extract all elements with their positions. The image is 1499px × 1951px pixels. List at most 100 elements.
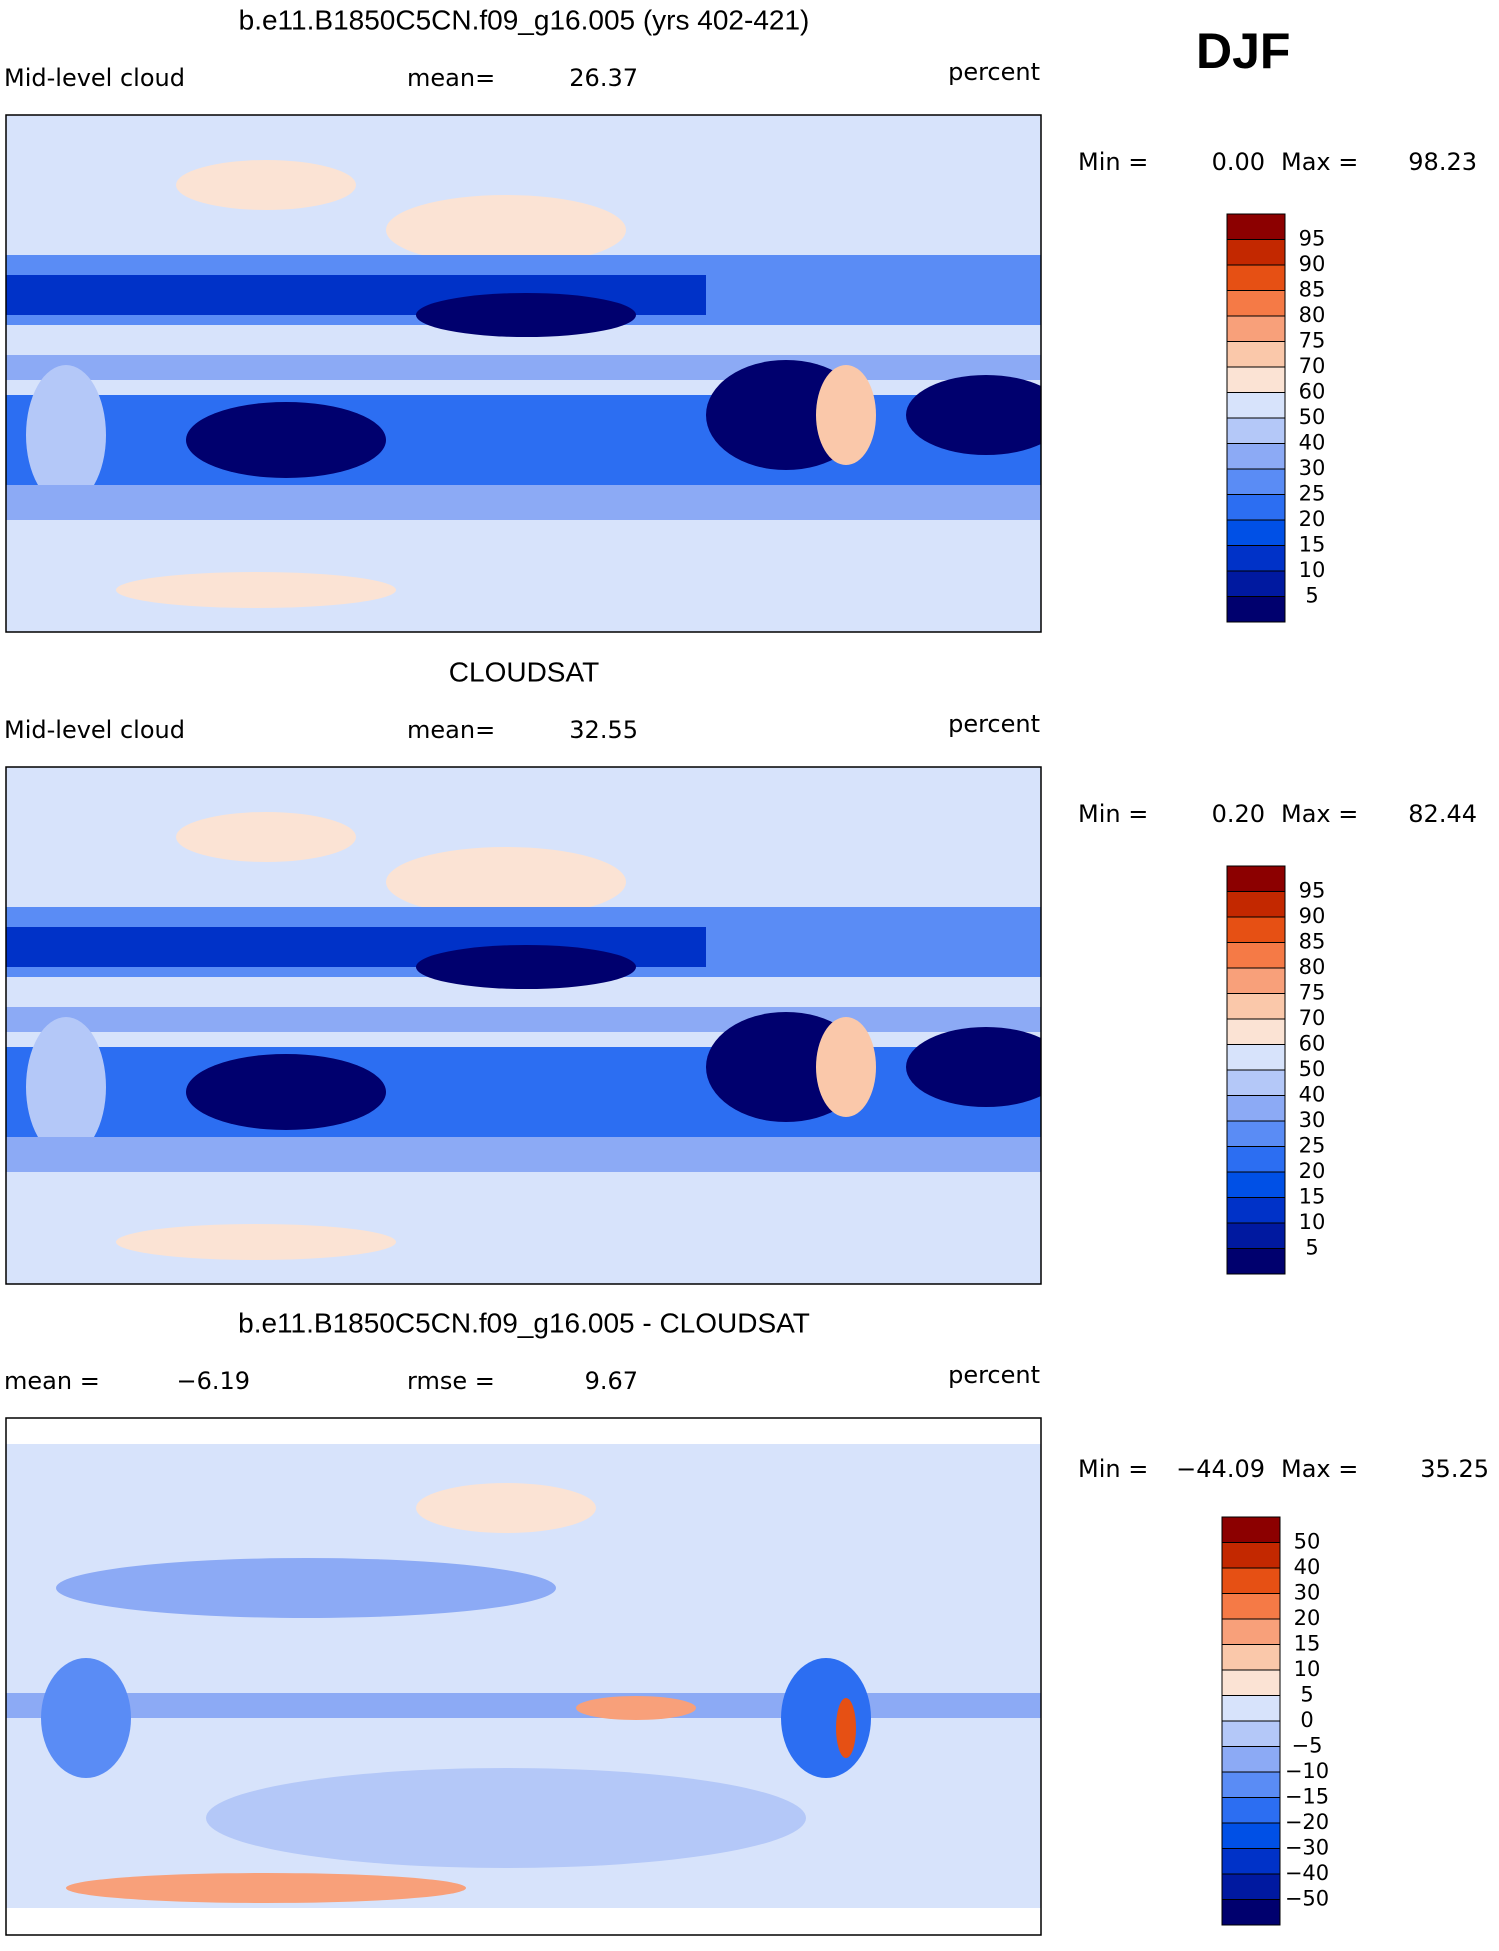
colorbar-box bbox=[1221, 1720, 1281, 1747]
colorbar-box bbox=[1221, 1848, 1281, 1875]
left-label: mean = bbox=[4, 1367, 100, 1395]
stat-label: 26.37 bbox=[569, 64, 638, 92]
colorbar-box bbox=[1226, 1044, 1286, 1071]
colorbar-label: 30 bbox=[1299, 1108, 1326, 1132]
colorbar-label: 5 bbox=[1300, 1683, 1313, 1707]
colorbar-box bbox=[1221, 1797, 1281, 1824]
unit-label: percent bbox=[948, 1361, 1040, 1389]
colorbar-label: 20 bbox=[1294, 1606, 1321, 1630]
colorbar-box bbox=[1226, 1069, 1286, 1096]
colorbar-label: −10 bbox=[1285, 1759, 1329, 1783]
stat-label: 32.55 bbox=[569, 716, 638, 744]
colorbar-label: 75 bbox=[1299, 329, 1326, 353]
map-field bbox=[6, 115, 1066, 632]
colorbar-label: 15 bbox=[1294, 1632, 1321, 1656]
max-label: Max = bbox=[1281, 148, 1358, 176]
panel-title: b.e11.B1850C5CN.f09_g16.005 (yrs 402-421… bbox=[239, 4, 810, 35]
colorbar-box bbox=[1226, 290, 1286, 317]
stat-label: mean= bbox=[407, 64, 495, 92]
min-value: −44.09 bbox=[1176, 1455, 1265, 1483]
min-label: Min = bbox=[1078, 1455, 1148, 1483]
colorbar-label: −30 bbox=[1285, 1836, 1329, 1860]
colorbar-label: 95 bbox=[1299, 227, 1326, 251]
colorbar-label: −40 bbox=[1285, 1861, 1329, 1885]
colorbar-box bbox=[1226, 1018, 1286, 1045]
colorbar-label: 30 bbox=[1299, 456, 1326, 480]
colorbar-label: 50 bbox=[1299, 1057, 1326, 1081]
colorbar-label: 30 bbox=[1294, 1581, 1321, 1605]
max-value: 35.25 bbox=[1420, 1455, 1489, 1483]
colorbar-label: 85 bbox=[1299, 278, 1326, 302]
max-value: 98.23 bbox=[1408, 148, 1477, 176]
stat-label: 9.67 bbox=[585, 1367, 638, 1395]
colorbar-label: 70 bbox=[1299, 354, 1326, 378]
colorbar-label: 10 bbox=[1299, 1210, 1326, 1234]
colorbar-box bbox=[1226, 570, 1286, 597]
panel-title: CLOUDSAT bbox=[449, 656, 599, 687]
max-label: Max = bbox=[1281, 800, 1358, 828]
colorbar-label: 85 bbox=[1299, 930, 1326, 954]
colorbar-label: 40 bbox=[1294, 1555, 1321, 1579]
colorbar-box bbox=[1226, 213, 1286, 240]
colorbar-box bbox=[1226, 1222, 1286, 1249]
colorbar-box bbox=[1221, 1542, 1281, 1569]
colorbar-box bbox=[1226, 1197, 1286, 1224]
colorbar-label: 60 bbox=[1299, 1032, 1326, 1056]
colorbar-label: 80 bbox=[1299, 955, 1326, 979]
colorbar-label: 50 bbox=[1299, 405, 1326, 429]
map-frame bbox=[5, 1417, 1042, 1936]
colorbar-label: −20 bbox=[1285, 1810, 1329, 1834]
colorbar-box bbox=[1226, 993, 1286, 1020]
colorbar-box bbox=[1221, 1873, 1281, 1900]
colorbar-label: 25 bbox=[1299, 482, 1326, 506]
colorbar-box bbox=[1226, 596, 1286, 623]
colorbar-label: 25 bbox=[1299, 1134, 1326, 1158]
colorbar-label: 10 bbox=[1294, 1657, 1321, 1681]
colorbar-box bbox=[1226, 519, 1286, 546]
colorbar-box bbox=[1221, 1516, 1281, 1543]
min-label: Min = bbox=[1078, 148, 1148, 176]
colorbar-label: 90 bbox=[1299, 252, 1326, 276]
colorbar-label: 40 bbox=[1299, 1083, 1326, 1107]
colorbar-label: 20 bbox=[1299, 507, 1326, 531]
colorbar-box bbox=[1226, 315, 1286, 342]
map-panel bbox=[5, 114, 1066, 633]
colorbar-box bbox=[1226, 264, 1286, 291]
max-value: 82.44 bbox=[1408, 800, 1477, 828]
stat-label: rmse = bbox=[407, 1367, 495, 1395]
colorbar-box bbox=[1226, 392, 1286, 419]
colorbar-box bbox=[1221, 1618, 1281, 1645]
colorbar-box bbox=[1226, 865, 1286, 892]
left-label: −6.19 bbox=[176, 1367, 250, 1395]
colorbar-label: 95 bbox=[1299, 879, 1326, 903]
left-label: Mid-level cloud bbox=[4, 64, 185, 92]
panel-title: b.e11.B1850C5CN.f09_g16.005 - CLOUDSAT bbox=[238, 1307, 810, 1338]
colorbar-label: 10 bbox=[1299, 558, 1326, 582]
colorbar-box bbox=[1226, 366, 1286, 393]
left-label: Mid-level cloud bbox=[4, 716, 185, 744]
colorbar-label: 75 bbox=[1299, 981, 1326, 1005]
colorbar-label: 90 bbox=[1299, 904, 1326, 928]
colorbar-box bbox=[1221, 1746, 1281, 1773]
map-field bbox=[6, 767, 1066, 1284]
map-panel bbox=[5, 766, 1066, 1285]
colorbar-box bbox=[1221, 1695, 1281, 1722]
unit-label: percent bbox=[948, 58, 1040, 86]
colorbar-label: 5 bbox=[1305, 584, 1318, 608]
min-label: Min = bbox=[1078, 800, 1148, 828]
colorbar-box bbox=[1226, 239, 1286, 266]
colorbar-label: 0 bbox=[1300, 1708, 1313, 1732]
colorbar-box bbox=[1226, 1095, 1286, 1122]
min-value: 0.00 bbox=[1212, 148, 1265, 176]
colorbar-box bbox=[1221, 1567, 1281, 1594]
colorbar-label: 50 bbox=[1294, 1530, 1321, 1554]
colorbar-label: 15 bbox=[1299, 1185, 1326, 1209]
colorbar-box bbox=[1226, 417, 1286, 444]
colorbar-label: 20 bbox=[1299, 1159, 1326, 1183]
colorbar-box bbox=[1226, 942, 1286, 969]
colorbar-box bbox=[1221, 1899, 1281, 1926]
season-label: DJF bbox=[1196, 23, 1290, 79]
colorbar-label: 80 bbox=[1299, 303, 1326, 327]
colorbar-label: 60 bbox=[1299, 380, 1326, 404]
colorbar-label: 40 bbox=[1299, 431, 1326, 455]
